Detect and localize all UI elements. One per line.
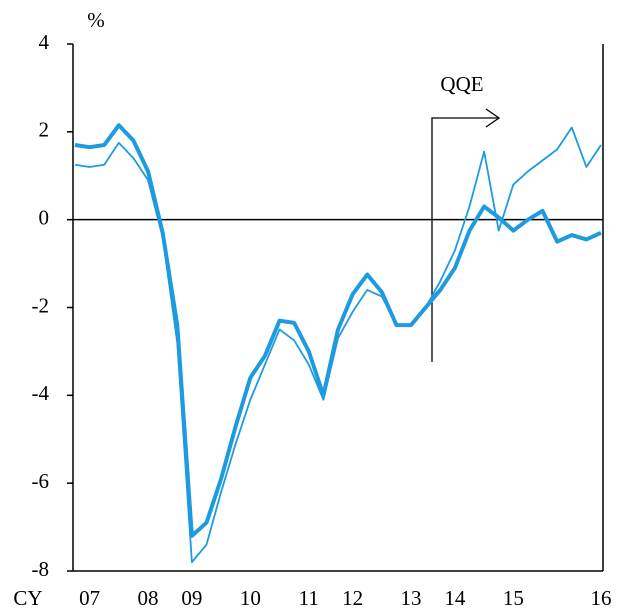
y-tick-label: 2 (39, 118, 50, 142)
y-tick-label: -6 (32, 469, 50, 493)
x-tick-label: 14 (444, 586, 466, 610)
y-tick-label: -2 (32, 293, 50, 317)
x-tick-label: 10 (240, 586, 261, 610)
y-tick-label: 0 (39, 205, 50, 229)
x-tick-label: 13 (401, 586, 422, 610)
x-tick-label: 15 (503, 586, 524, 610)
annotation: QQE (440, 72, 483, 96)
x-tick-label: 09 (181, 586, 202, 610)
arrow-head (485, 108, 501, 128)
x-tick-label: 12 (342, 586, 363, 610)
x-axis-label: CY (13, 586, 42, 610)
y-tick-label: -8 (32, 557, 50, 581)
y-tick-label: -4 (32, 381, 50, 405)
y-tick-label: 4 (39, 30, 50, 54)
x-tick-label: 08 (138, 586, 159, 610)
x-tick-label: 11 (299, 586, 319, 610)
annotation-arrow (431, 117, 498, 362)
x-tick-label: 16 (591, 586, 612, 610)
y-axis-label: % (87, 8, 105, 32)
series-line (74, 123, 602, 538)
x-tick-label: 07 (79, 586, 100, 610)
